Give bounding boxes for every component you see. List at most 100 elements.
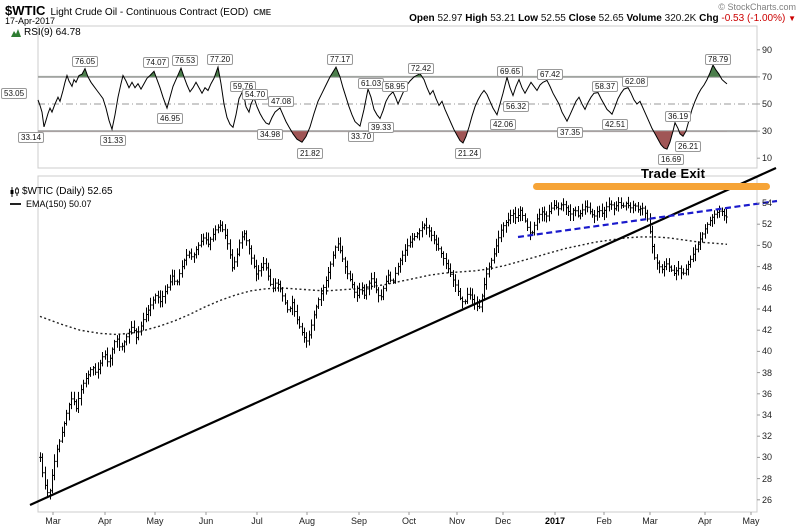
chg-label: Chg <box>699 13 719 24</box>
price-axis-label: 44 <box>762 304 773 314</box>
resistance-dashed-line <box>517 199 778 239</box>
copyright-label: © StockCharts.com <box>718 2 796 12</box>
ema-legend: EMA(150) 50.07 <box>10 199 92 209</box>
chart-date: 17-Apr-2017 <box>5 16 56 26</box>
rsi-value-tag: 53.05 <box>1 88 28 99</box>
ema-legend-label: EMA(150) 50.07 <box>26 199 92 209</box>
x-axis-label: Aug <box>298 516 316 526</box>
ema150-line <box>39 236 728 336</box>
price-axis-label: 34 <box>762 410 773 420</box>
rsi-axis-label: 50 <box>762 99 773 109</box>
x-axis-label: Mar <box>45 516 61 526</box>
price-axis-label: 40 <box>762 346 773 357</box>
trade-exit-annotation: Trade Exit <box>641 166 706 181</box>
close-label: Close <box>568 13 596 24</box>
x-axis-label: Nov <box>448 516 466 526</box>
x-axis-label: Mar <box>642 516 658 526</box>
quote-bar: Open 52.97 High 53.21 Low 52.55 Close 52… <box>409 13 796 24</box>
rsi-value-tag: 16.69 <box>658 154 685 165</box>
x-axis-label: Oct <box>401 516 417 526</box>
chart-header: $WTIC Light Crude Oil - Continuous Contr… <box>5 3 271 18</box>
price-axis-label: 36 <box>762 388 773 399</box>
rsi-value-tag: 76.53 <box>172 55 199 66</box>
price-legend-label: $WTIC (Daily) 52.65 <box>22 186 113 197</box>
x-axis-label: 2017 <box>544 516 566 526</box>
chg-down-arrow-icon: ▼ <box>788 14 796 23</box>
rsi-value-tag: 61.03 <box>358 78 385 89</box>
rsi-axis-label: 90 <box>762 44 773 55</box>
rsi-value-tag: 39.33 <box>368 122 395 133</box>
x-axis-label: May <box>146 516 164 526</box>
rsi-value-tag: 77.17 <box>327 54 354 65</box>
price-axis-label: 54 <box>762 198 773 208</box>
rsi-value-tag: 46.95 <box>157 113 184 124</box>
chg-value: -0.53 (-1.00%) <box>721 13 786 24</box>
rsi-value-tag: 76.05 <box>72 56 99 67</box>
close-value: 52.65 <box>598 13 624 24</box>
rsi-value-tag: 21.82 <box>297 148 324 159</box>
rsi-value-tag: 56.32 <box>503 101 530 112</box>
rsi-value-tag: 31.33 <box>100 135 127 146</box>
volume-label: Volume <box>626 13 662 24</box>
rsi-value-tag: 58.95 <box>382 81 409 92</box>
x-axis-label: Apr <box>697 516 713 526</box>
rsi-value-tag: 58.37 <box>592 81 619 92</box>
price-axis-label: 38 <box>762 367 773 378</box>
rsi-value-tag: 33.70 <box>348 131 375 142</box>
x-axis-label: Sep <box>350 516 368 526</box>
x-axis-label: Apr <box>97 516 113 526</box>
price-axis-label: 46 <box>762 282 773 293</box>
candlestick-icon <box>10 186 19 197</box>
rsi-axis-label: 30 <box>762 126 773 137</box>
price-legend: $WTIC (Daily) 52.65 <box>10 186 113 197</box>
rsi-value-tag: 21.24 <box>455 148 482 159</box>
price-axis-label: 48 <box>762 261 773 272</box>
price-axis-label: 28 <box>762 473 773 484</box>
rsi-value-tag: 47.08 <box>268 96 295 107</box>
rsi-value-tag: 26.21 <box>675 141 702 152</box>
x-axis-label: Jun <box>198 516 214 526</box>
price-axis-label: 42 <box>762 325 773 336</box>
rsi-value-tag: 67.42 <box>537 69 564 80</box>
low-label: Low <box>518 13 539 24</box>
rsi-value-tag: 34.98 <box>257 129 284 140</box>
rsi-value-tag: 69.65 <box>497 66 524 77</box>
rsi-axis-label: 70 <box>762 71 773 82</box>
rsi-axis-label: 10 <box>762 153 773 164</box>
open-label: Open <box>409 13 435 24</box>
rsi-value-tag: 33.14 <box>18 132 45 143</box>
rsi-legend-label: RSI(9) 64.78 <box>24 27 81 38</box>
rsi-value-tag: 54.70 <box>242 89 269 100</box>
x-axis-label: Dec <box>494 516 512 526</box>
rsi-legend: RSI(9) 64.78 <box>11 27 81 38</box>
rsi-value-tag: 42.51 <box>602 119 629 130</box>
rsi-panel-border <box>37 25 758 169</box>
x-axis-label: May <box>742 516 760 526</box>
price-axis-label: 50 <box>762 240 773 251</box>
instrument-title: Light Crude Oil - Continuous Contract (E… <box>50 7 249 18</box>
low-value: 52.55 <box>540 13 566 24</box>
price-axis-label: 32 <box>762 431 773 442</box>
rsi-value-tag: 74.07 <box>143 57 170 68</box>
ema-line-swatch-icon <box>10 203 21 205</box>
rsi-value-tag: 62.08 <box>622 76 649 87</box>
open-value: 52.97 <box>437 13 463 24</box>
rsi-value-tag: 37.35 <box>557 127 584 138</box>
rsi-value-tag: 72.42 <box>408 63 435 74</box>
price-axis-label: 30 <box>762 452 773 463</box>
rsi-value-tag: 78.79 <box>705 54 732 65</box>
high-value: 53.21 <box>490 13 516 24</box>
high-label: High <box>465 13 488 24</box>
x-axis-label: Jul <box>251 516 263 526</box>
rsi-value-tag: 36.19 <box>665 111 692 122</box>
volume-value: 320.2K <box>664 13 697 24</box>
support-trendline <box>29 166 777 507</box>
symbol-label: $WTIC <box>5 3 46 18</box>
price-openclose-ticks <box>39 202 728 494</box>
rsi-line <box>37 63 728 150</box>
price-axis-label: 26 <box>762 494 773 505</box>
rsi-value-tag: 77.20 <box>207 54 234 65</box>
exchange-label: CME <box>253 8 272 17</box>
